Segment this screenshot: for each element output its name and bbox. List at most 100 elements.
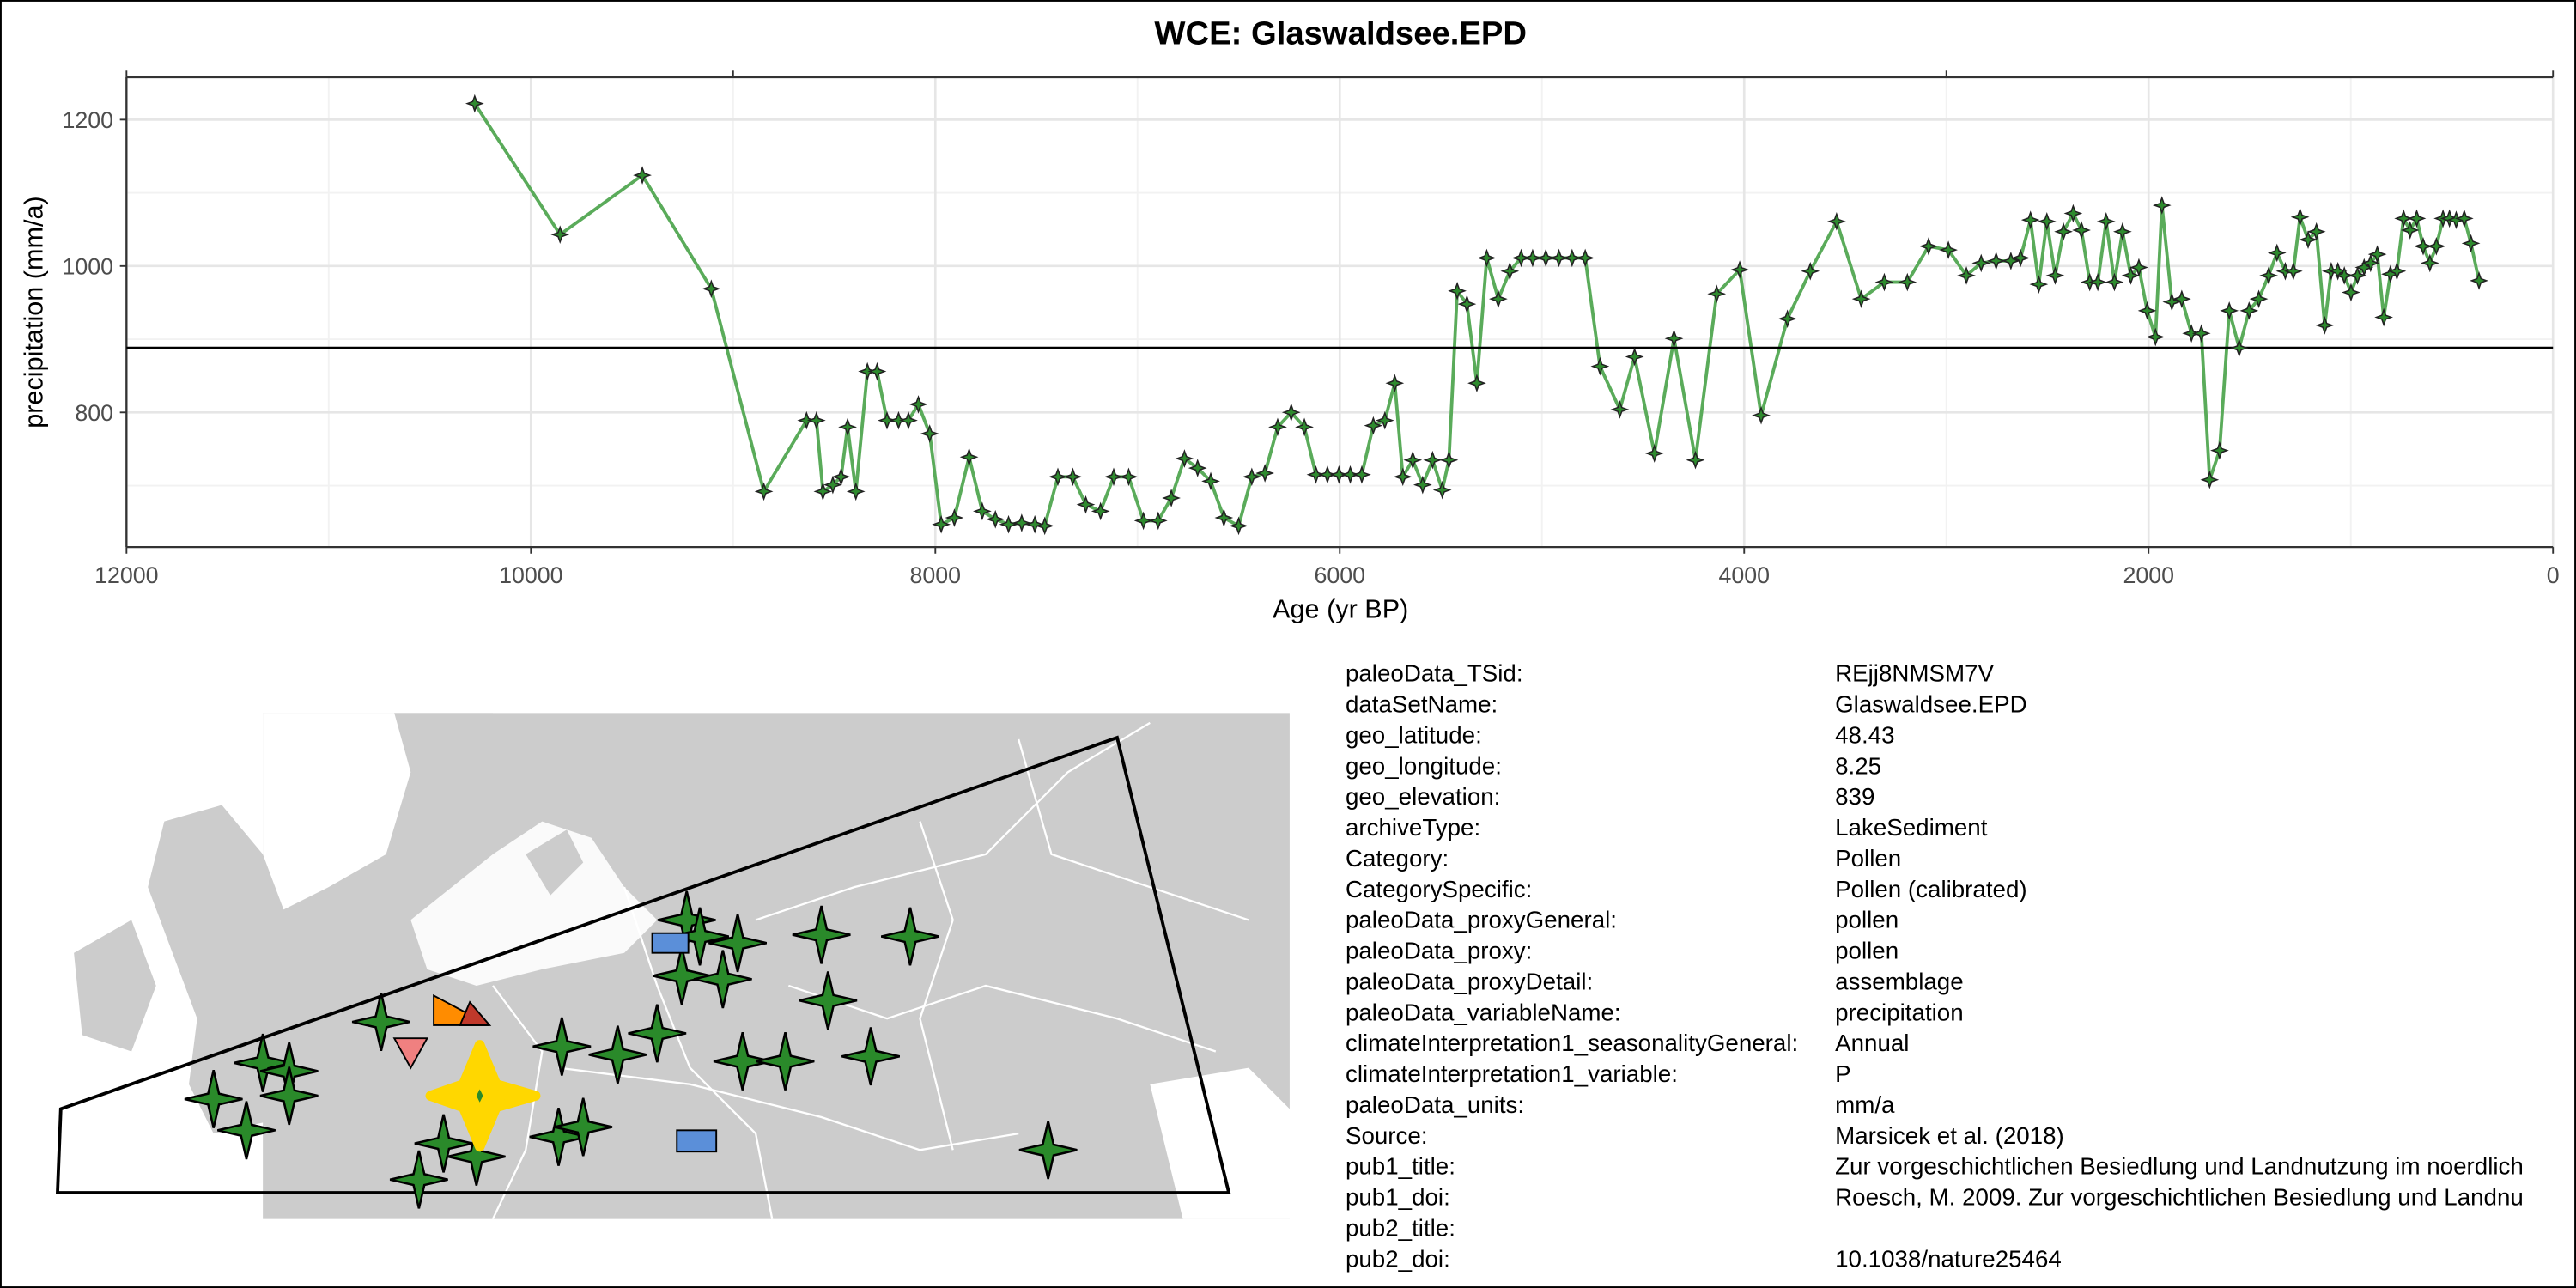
data-point — [2239, 301, 2259, 320]
data-point — [1549, 248, 1569, 268]
meta-key: geo_longitude: — [1346, 752, 1502, 779]
data-point — [1188, 459, 1207, 477]
borders — [491, 721, 1249, 1220]
meta-value: pollen — [1835, 907, 1899, 933]
meta-key: paleoData_proxyDetail: — [1346, 968, 1593, 994]
meta-key: pub1_doi: — [1346, 1184, 1450, 1211]
data-point — [702, 279, 721, 299]
meta-value: Roesch, M. 2009. Zur vorgeschichtlichen … — [1835, 1184, 2524, 1211]
data-point — [2420, 253, 2439, 273]
meta-key: dataSetName: — [1346, 691, 1498, 718]
data-point — [1707, 284, 1727, 304]
data-point — [2470, 271, 2488, 290]
meta-key: pub2_doi: — [1346, 1245, 1450, 1272]
data-point — [1281, 403, 1301, 422]
data-point — [1500, 261, 1520, 281]
data-point — [1403, 450, 1423, 470]
data-point — [2335, 266, 2354, 285]
data-point — [1730, 260, 1749, 279]
meta-value: Pollen — [1835, 845, 1901, 872]
data-point — [1644, 444, 1664, 463]
land — [526, 829, 584, 896]
data-point — [1957, 266, 1976, 285]
meta-value: Zur vorgeschichtlichen Besiedlung und La… — [1835, 1153, 2524, 1180]
data-point — [2249, 289, 2269, 309]
meta-key: geo_elevation: — [1346, 783, 1500, 810]
data-point — [2259, 266, 2278, 285]
data-point — [1610, 400, 1630, 419]
data-point — [945, 508, 964, 527]
data-point — [797, 410, 817, 430]
data-point — [1352, 465, 1371, 484]
data-point — [2283, 261, 2303, 281]
data-point — [1432, 480, 1452, 500]
meta-key: Category: — [1346, 845, 1449, 872]
data-point — [2054, 222, 2073, 241]
data-point — [1162, 489, 1181, 507]
sea — [410, 821, 658, 986]
data-point — [2002, 252, 2020, 270]
data-point — [899, 410, 918, 430]
data-point — [2121, 266, 2141, 285]
data-point — [2328, 261, 2348, 281]
data-point — [1268, 417, 1287, 437]
data-point — [823, 475, 842, 495]
data-point — [1076, 495, 1096, 514]
data-point — [1439, 450, 1459, 470]
data-point — [633, 166, 652, 185]
data-point — [1048, 467, 1067, 487]
data-point — [1229, 516, 1249, 536]
x-tick-label: 2000 — [2123, 562, 2174, 588]
data-point — [2191, 324, 2211, 343]
data-point — [1423, 450, 1443, 470]
data-point — [2045, 266, 2065, 285]
data-point — [920, 424, 939, 443]
data-point — [1091, 501, 1110, 521]
data-point — [2096, 211, 2116, 231]
data-point — [2387, 261, 2407, 281]
data-point — [1329, 465, 1349, 484]
data-point — [1971, 253, 1991, 273]
data-point — [2210, 440, 2229, 460]
chart-title: WCE: Glaswaldsee.EPD — [1154, 15, 1527, 52]
land — [74, 920, 156, 1052]
data-point — [999, 514, 1018, 534]
data-point — [1104, 467, 1123, 487]
meta-key: paleoData_TSid: — [1346, 660, 1523, 687]
data-point — [1385, 374, 1405, 393]
meta-value: Annual — [1835, 1030, 1909, 1056]
data-point — [1536, 248, 1556, 268]
data-point — [1295, 417, 1314, 437]
data-point — [1025, 514, 1044, 534]
meta-value: 10.1038/nature25464 — [1835, 1245, 2062, 1272]
meta-value: 8.25 — [1835, 752, 1881, 779]
data-point — [1801, 261, 1820, 281]
data-point — [858, 361, 878, 381]
region-outline — [55, 735, 1231, 1194]
data-point — [2367, 245, 2387, 264]
data-point — [2354, 258, 2374, 277]
data-point — [1576, 248, 1595, 268]
y-tick-label: 1000 — [62, 253, 113, 279]
data-point — [1477, 248, 1497, 268]
meta-value: Glaswaldsee.EPD — [1835, 691, 2027, 718]
data-point — [2146, 327, 2166, 347]
data-point — [1511, 248, 1531, 268]
data-point — [2113, 222, 2132, 241]
meta-key: climateInterpretation1_variable: — [1346, 1060, 1678, 1087]
data-point — [806, 410, 826, 430]
data-point — [1035, 516, 1054, 536]
x-tick-label: 12000 — [94, 562, 158, 588]
x-tick-label: 8000 — [910, 562, 962, 588]
data-point — [1590, 356, 1610, 376]
meta-key: paleoData_proxy: — [1346, 938, 1532, 964]
data-point — [1214, 508, 1234, 527]
data-point — [2400, 221, 2420, 240]
data-point — [2461, 234, 2481, 253]
data-point — [2360, 253, 2380, 273]
data-point — [1777, 309, 1797, 329]
data-point — [1393, 467, 1413, 487]
data-point — [2182, 324, 2202, 343]
meta-value: Pollen (calibrated) — [1835, 876, 2027, 902]
x-tick-label: 6000 — [1314, 562, 1365, 588]
